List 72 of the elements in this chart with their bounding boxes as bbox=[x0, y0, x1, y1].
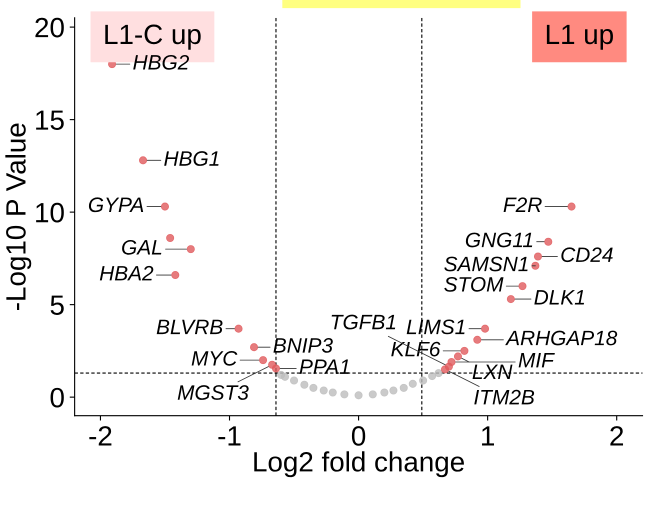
point bbox=[354, 391, 363, 400]
point bbox=[250, 343, 258, 352]
point bbox=[460, 346, 468, 355]
point bbox=[389, 386, 398, 395]
y-tick-label: 20 bbox=[35, 18, 64, 38]
point bbox=[380, 388, 388, 397]
y-tick-label: 15 bbox=[36, 110, 64, 130]
annotation: HBG2 bbox=[133, 54, 190, 70]
point bbox=[481, 324, 490, 333]
annotation: LXN bbox=[472, 364, 512, 379]
annotation: SAMSN1 bbox=[444, 256, 528, 272]
annotation: ARHGAP18 bbox=[505, 330, 618, 346]
annotation: F2R bbox=[504, 197, 542, 212]
annotation: STOM bbox=[444, 276, 504, 292]
x-tick-label: 1 bbox=[482, 426, 494, 446]
point bbox=[454, 352, 462, 360]
point bbox=[280, 372, 290, 381]
x-tick-label: -1 bbox=[218, 426, 241, 446]
annotation: L1-C up bbox=[105, 24, 201, 50]
y-axis-title: -Log10 P Value bbox=[5, 123, 32, 310]
point bbox=[428, 372, 436, 380]
annotation: BLVRB bbox=[156, 320, 223, 334]
annotation: MIF bbox=[518, 353, 555, 368]
annotation: ITM2B bbox=[474, 390, 534, 404]
point bbox=[400, 384, 408, 392]
point bbox=[531, 262, 540, 270]
annotation: MGST3 bbox=[178, 385, 249, 400]
point bbox=[171, 271, 180, 280]
annotation: CD24 bbox=[561, 247, 613, 262]
point bbox=[139, 156, 148, 164]
annotation: HBG1 bbox=[164, 151, 219, 166]
annotation: GAL bbox=[122, 240, 162, 255]
point bbox=[473, 336, 482, 344]
annotation: HBA2 bbox=[100, 266, 154, 280]
x-tick-label: -2 bbox=[89, 426, 112, 446]
annotation: MYC bbox=[192, 350, 238, 366]
point bbox=[408, 380, 417, 388]
y-tick-label: 10 bbox=[36, 202, 64, 222]
annotation: DLK1 bbox=[534, 290, 584, 304]
point bbox=[309, 384, 318, 392]
x-tick-label: 0 bbox=[352, 426, 366, 446]
annotation: GNG11 bbox=[466, 232, 532, 248]
point bbox=[444, 362, 453, 371]
annotation: PPA1 bbox=[300, 360, 349, 374]
point bbox=[534, 252, 542, 261]
annotation: TGFB1 bbox=[332, 314, 396, 330]
annotation: L1 up bbox=[546, 24, 613, 50]
point bbox=[166, 234, 174, 242]
point bbox=[300, 380, 308, 389]
annotation: GYPA bbox=[88, 197, 144, 212]
point bbox=[272, 364, 280, 372]
point bbox=[259, 356, 268, 364]
x-tick-label: 2 bbox=[610, 426, 624, 446]
y-tick-label: 0 bbox=[50, 388, 64, 408]
point bbox=[234, 324, 243, 333]
x-axis-title: Log2 fold change bbox=[254, 451, 464, 478]
point bbox=[328, 388, 337, 397]
point bbox=[320, 386, 328, 395]
point bbox=[290, 376, 298, 385]
annotation: BNIP3 bbox=[273, 338, 333, 353]
point bbox=[506, 295, 515, 304]
annotation: LIMS1 bbox=[406, 320, 465, 334]
point bbox=[419, 376, 428, 385]
point bbox=[186, 245, 195, 254]
point bbox=[568, 202, 576, 211]
point bbox=[340, 390, 348, 398]
point bbox=[368, 390, 377, 398]
point bbox=[434, 369, 443, 378]
point bbox=[160, 202, 170, 211]
y-tick-label: 5 bbox=[50, 296, 64, 315]
point bbox=[544, 238, 552, 246]
point bbox=[518, 282, 527, 290]
